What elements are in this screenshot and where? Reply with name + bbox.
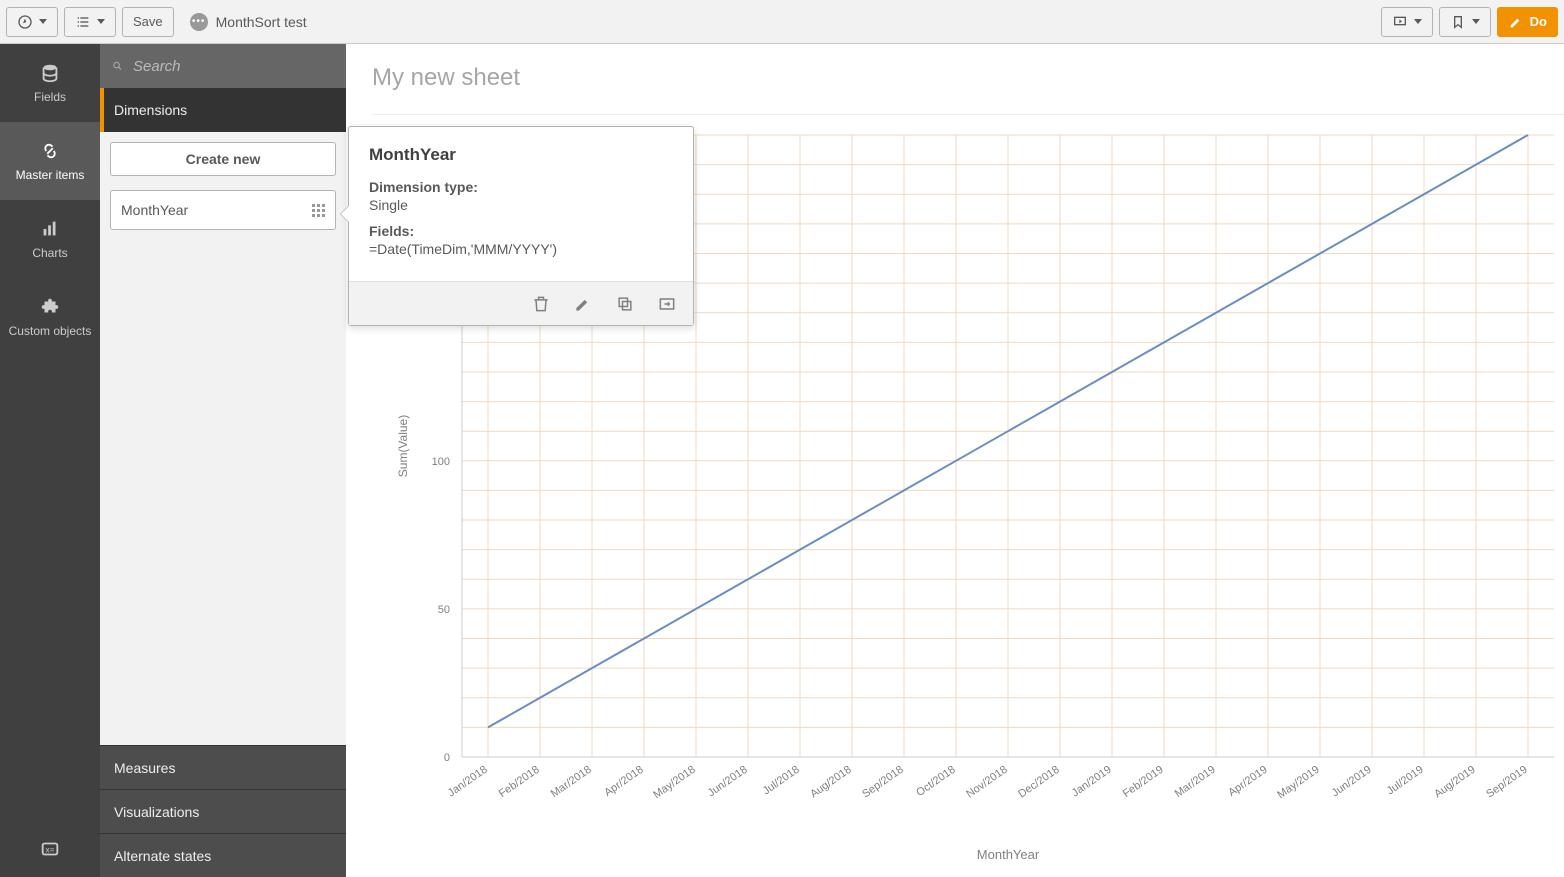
section-label: Alternate states bbox=[114, 848, 211, 864]
compass-icon bbox=[17, 14, 33, 30]
chevron-down-icon bbox=[97, 19, 105, 24]
app-icon: ••• bbox=[190, 13, 208, 31]
save-button[interactable]: Save bbox=[122, 7, 174, 37]
chevron-down-icon bbox=[1472, 19, 1480, 24]
chevron-down-icon bbox=[1414, 19, 1422, 24]
sheet-title[interactable]: My new sheet bbox=[346, 44, 1564, 100]
chevron-down-icon bbox=[39, 19, 47, 24]
left-rail: Fields Master items Charts Custom object… bbox=[0, 44, 100, 877]
rail-item-charts[interactable]: Charts bbox=[0, 200, 100, 278]
svg-text:Sum(Value): Sum(Value) bbox=[396, 415, 410, 477]
variable-icon: x= bbox=[39, 838, 61, 860]
app-name-label: MonthSort test bbox=[216, 14, 307, 30]
section-alternate-states[interactable]: Alternate states bbox=[100, 833, 346, 877]
section-label: Dimensions bbox=[114, 102, 187, 118]
rail-label: Master items bbox=[16, 168, 85, 182]
done-button[interactable]: Do bbox=[1497, 7, 1558, 37]
body: Fields Master items Charts Custom object… bbox=[0, 44, 1564, 877]
svg-text:MonthYear: MonthYear bbox=[977, 847, 1040, 862]
save-label: Save bbox=[133, 14, 163, 29]
list-icon bbox=[75, 14, 91, 30]
search-icon bbox=[112, 57, 123, 75]
section-measures[interactable]: Measures bbox=[100, 745, 346, 789]
section-dimensions[interactable]: Dimensions bbox=[100, 88, 346, 132]
popover-title: MonthYear bbox=[369, 145, 673, 165]
app-title: ••• MonthSort test bbox=[190, 13, 307, 31]
create-new-button[interactable]: Create new bbox=[110, 142, 336, 176]
popover-fields-value: =Date(TimeDim,'MMM/YYYY') bbox=[369, 241, 673, 257]
rail-item-fields[interactable]: Fields bbox=[0, 44, 100, 122]
rail-label: Custom objects bbox=[9, 324, 92, 338]
popover-type-label: Dimension type: bbox=[369, 179, 673, 195]
section-label: Visualizations bbox=[114, 804, 199, 820]
presentation-icon bbox=[1392, 14, 1408, 30]
drag-handle-icon[interactable] bbox=[312, 204, 325, 217]
svg-text:100: 100 bbox=[432, 456, 450, 468]
popover-footer bbox=[349, 281, 693, 325]
bookmark-button[interactable] bbox=[1439, 7, 1491, 37]
nav-button[interactable] bbox=[6, 7, 58, 37]
bottom-sections: Measures Visualizations Alternate states bbox=[100, 745, 346, 877]
dimension-item-label: MonthYear bbox=[121, 202, 188, 218]
svg-text:50: 50 bbox=[438, 604, 450, 616]
popover-type-value: Single bbox=[369, 197, 673, 213]
rail-item-custom-objects[interactable]: Custom objects bbox=[0, 278, 100, 356]
asset-panel: Dimensions Create new MonthYear Measures… bbox=[100, 44, 346, 877]
edit-icon[interactable] bbox=[573, 294, 593, 314]
rail-item-variables[interactable]: x= bbox=[0, 821, 100, 877]
rail-label: Fields bbox=[34, 90, 66, 104]
bar-chart-icon bbox=[39, 218, 61, 240]
dimension-popover: MonthYear Dimension type: Single Fields:… bbox=[348, 126, 694, 326]
popover-fields-label: Fields: bbox=[369, 223, 673, 239]
section-body-dimensions: Create new MonthYear bbox=[100, 132, 346, 745]
bookmark-icon bbox=[1450, 14, 1466, 30]
search-row bbox=[100, 44, 346, 88]
play-button[interactable] bbox=[1381, 7, 1433, 37]
link-icon bbox=[39, 140, 61, 162]
rail-label: Charts bbox=[32, 246, 67, 260]
trash-icon[interactable] bbox=[531, 294, 551, 314]
duplicate-icon[interactable] bbox=[615, 294, 635, 314]
goto-icon[interactable] bbox=[657, 294, 677, 314]
svg-text:x=: x= bbox=[46, 846, 55, 855]
pencil-icon bbox=[1508, 14, 1524, 30]
svg-text:0: 0 bbox=[444, 752, 450, 764]
database-icon bbox=[39, 62, 61, 84]
done-label: Do bbox=[1530, 14, 1547, 29]
puzzle-icon bbox=[39, 296, 61, 318]
menu-button[interactable] bbox=[64, 7, 116, 37]
top-toolbar: Save ••• MonthSort test Do bbox=[0, 0, 1564, 44]
dimension-item-monthyear[interactable]: MonthYear bbox=[110, 190, 336, 230]
rail-item-master-items[interactable]: Master items bbox=[0, 122, 100, 200]
section-visualizations[interactable]: Visualizations bbox=[100, 789, 346, 833]
search-input[interactable] bbox=[133, 58, 334, 75]
section-label: Measures bbox=[114, 760, 175, 776]
